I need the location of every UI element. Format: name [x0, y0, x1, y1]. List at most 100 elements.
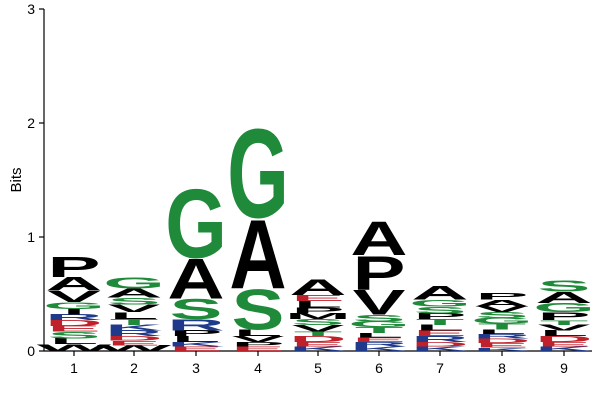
- logo-letter-d: D: [411, 341, 468, 348]
- logo-letter-k: K: [535, 345, 593, 352]
- logo-letter-s: S: [108, 296, 161, 307]
- logo-letter-l: L: [172, 335, 220, 344]
- logo-letter-w: W: [37, 342, 113, 353]
- logo-letter-e: E: [292, 341, 345, 348]
- logo-letter-m: M: [285, 312, 351, 321]
- logo-letter-l: L: [110, 310, 158, 321]
- y-tick-label: 2: [27, 115, 35, 131]
- logo-letter-e: E: [48, 324, 101, 333]
- logo-letter-l: L: [478, 328, 526, 335]
- logo-letter-v: V: [538, 323, 591, 332]
- x-tick-label: 9: [560, 360, 568, 376]
- logo-letter-s: S: [232, 277, 285, 342]
- logo-letter-t: T: [110, 318, 158, 327]
- x-tick-label: 6: [375, 360, 383, 376]
- logo-letter-w: W: [97, 344, 173, 353]
- logo-letter-t: T: [294, 330, 342, 337]
- logo-letter-r: R: [45, 313, 102, 322]
- logo-letter-l: L: [294, 299, 342, 310]
- logo-letter-d: D: [105, 335, 162, 342]
- logo-letter-g: G: [348, 320, 410, 329]
- logo-letter-e: E: [292, 294, 345, 303]
- logo-letter-a: A: [105, 286, 162, 300]
- logo-letter-p: P: [48, 251, 101, 283]
- logo-letter-s: S: [48, 330, 101, 341]
- logo-letter-v: V: [292, 323, 345, 334]
- logo-letter-p: P: [353, 246, 406, 299]
- x-tick-label: 3: [192, 360, 200, 376]
- logo-letter-k: K: [411, 345, 469, 352]
- logo-letter-i: I: [63, 307, 85, 316]
- logo-letter-d: D: [45, 319, 102, 328]
- logo-letter-g: G: [43, 300, 105, 311]
- logo-letter-e: E: [232, 345, 285, 352]
- logo-letter-s: S: [170, 293, 223, 325]
- logo-letter-a: A: [45, 274, 102, 295]
- logo-letter-a: A: [229, 199, 286, 309]
- logo-letter-e: E: [476, 342, 529, 349]
- logo-letter-e: E: [108, 340, 161, 347]
- y-ticks: 0 1 2 3: [27, 1, 44, 359]
- logo-letter-g: G: [165, 168, 227, 278]
- x-tick-label: 1: [70, 360, 78, 376]
- logo-letter-r: R: [473, 333, 530, 340]
- logo-letter-r: R: [350, 341, 407, 348]
- logo-letter-t: T: [416, 318, 464, 327]
- y-tick-label: 3: [27, 1, 35, 17]
- logo-letter-v: V: [476, 305, 529, 314]
- x-ticks: 1 2 3 4 5 6 7 8 9: [70, 351, 568, 376]
- logo-letter-p: P: [232, 341, 285, 348]
- logo-letter-v: V: [232, 335, 285, 344]
- logo-letter-e: E: [538, 341, 591, 348]
- logo-letter-r: R: [411, 335, 468, 344]
- logo-letter-l: L: [540, 329, 588, 338]
- logo-letter-l: L: [416, 323, 464, 332]
- logo-letter-p: P: [538, 310, 591, 322]
- logo-letter-k: K: [473, 347, 530, 352]
- logo-letter-g: G: [409, 298, 471, 309]
- x-tick-label: 7: [436, 360, 444, 376]
- logo-letter-l: L: [50, 337, 98, 346]
- logo-letter-r: R: [167, 316, 224, 334]
- logo-letter-s: S: [476, 311, 529, 320]
- logo-letter-g: G: [227, 104, 289, 246]
- logo-letter-e: E: [170, 345, 223, 352]
- logo-letter-v: V: [108, 302, 161, 314]
- y-tick-label: 0: [27, 343, 35, 359]
- logo-letter-p: P: [476, 291, 529, 302]
- logo-letter-g: G: [533, 301, 595, 315]
- logo-letter-k: K: [289, 345, 347, 352]
- logo-letter-s: S: [414, 305, 467, 316]
- y-tick-label: 1: [27, 229, 35, 245]
- x-tick-label: 8: [498, 360, 506, 376]
- logo-letter-a: A: [167, 246, 224, 311]
- logo-letter-t: T: [540, 319, 588, 326]
- logo-letter-l: L: [234, 328, 282, 339]
- logo-letter-t: T: [478, 322, 526, 331]
- letter-stacks: WLSEDRIGVAPWEDRKTLVSAGEKLPRSAGEPVLSAGKED…: [37, 104, 595, 354]
- logo-letter-k: K: [350, 345, 408, 352]
- logo-letter-d: D: [535, 335, 592, 344]
- logo-letter-k: K: [167, 341, 225, 348]
- logo-letter-p: P: [170, 329, 223, 338]
- logo-letter-l: L: [355, 332, 403, 339]
- logo-letter-s: S: [353, 313, 406, 324]
- logo-letter-a: A: [473, 298, 530, 309]
- logo-letter-v: V: [48, 288, 101, 306]
- logo-letter-a: A: [411, 283, 468, 304]
- x-tick-label: 4: [254, 360, 262, 376]
- logo-letter-e: E: [353, 336, 406, 343]
- logo-letter-d: D: [289, 335, 346, 344]
- logo-letter-g: G: [103, 274, 165, 292]
- logo-letter-v: V: [353, 283, 406, 322]
- logo-letter-s: S: [292, 318, 345, 327]
- logo-letter-a: A: [289, 275, 346, 300]
- logo-letter-r: R: [105, 329, 162, 338]
- y-axis-label: Bits: [8, 167, 25, 192]
- logo-letter-k: K: [105, 323, 163, 332]
- logo-letter-p: P: [292, 306, 345, 315]
- logo-letter-g: G: [471, 316, 533, 325]
- logo-letter-t: T: [355, 326, 403, 335]
- x-tick-label: 2: [130, 360, 138, 376]
